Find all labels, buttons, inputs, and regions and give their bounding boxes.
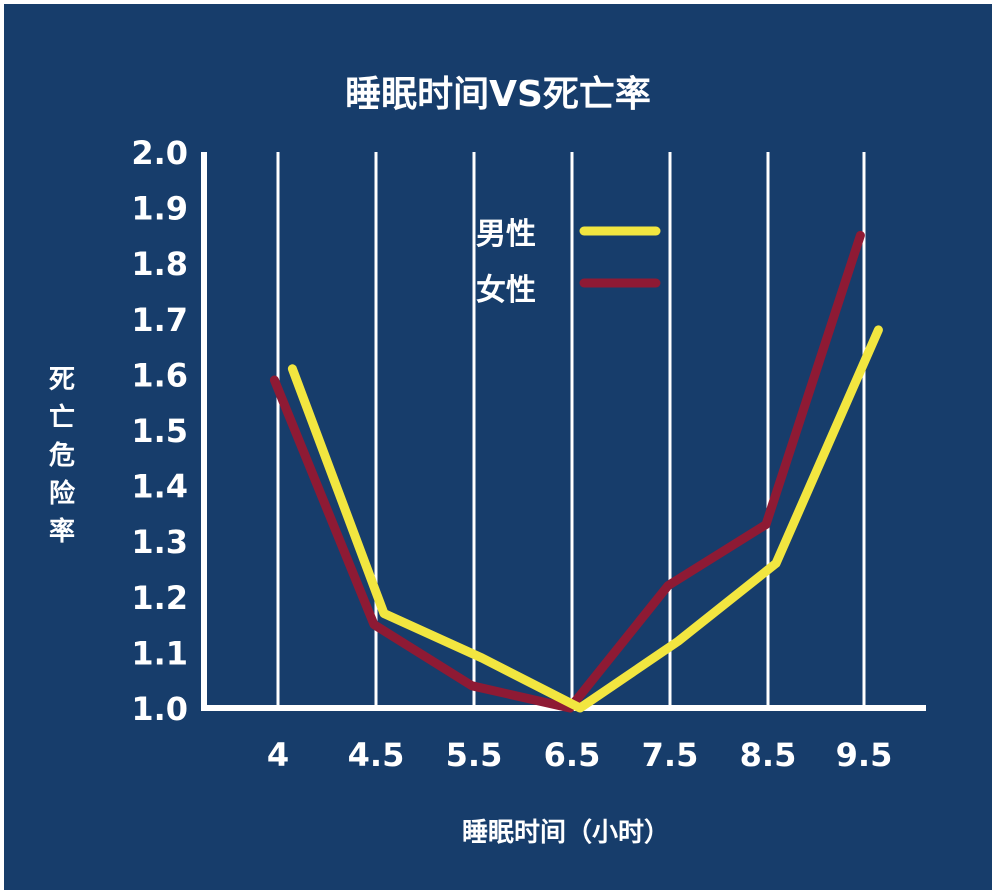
legend: 男性 女性 <box>476 217 661 308</box>
y-tick-label: 1.5 <box>131 412 188 450</box>
series-lines <box>269 230 883 713</box>
y-tick-label: 1.9 <box>131 190 188 228</box>
y-axis-label: 死亡危险率 <box>49 365 76 547</box>
x-tick-label: 8.5 <box>740 736 797 774</box>
y-axis-ticks: 1.0 1.1 1.2 1.3 1.4 1.5 1.6 1.7 1.8 1.9 2.0 <box>131 134 188 728</box>
sleep-mortality-chart: 睡眠时间VS死亡率 1.0 1.1 1.2 1.3 1.4 1.5 1.6 1.7 1.8 1.9… <box>49 74 926 848</box>
chart-panel: 睡眠时间VS死亡率 1.0 1.1 1.2 1.3 1.4 1.5 1.6 1.7 1.8 1.9… <box>4 4 992 890</box>
x-tick-label: 9.5 <box>836 736 893 774</box>
y-tick-label: 1.0 <box>131 690 188 728</box>
x-tick-label: 6.5 <box>544 736 601 774</box>
x-axis-label: 睡眠时间（小时） <box>462 818 670 848</box>
legend-label-male: 男性 <box>476 217 536 252</box>
grid-lines <box>276 152 866 708</box>
y-tick-label: 1.3 <box>131 523 188 561</box>
x-tick-label: 7.5 <box>642 736 699 774</box>
x-tick-label: 4.5 <box>348 736 405 774</box>
x-tick-label: 4 <box>267 736 289 774</box>
y-tick-label: 1.1 <box>131 634 188 672</box>
series-line-male <box>287 325 883 713</box>
series-line-female <box>269 230 865 713</box>
x-tick-label: 5.5 <box>446 736 503 774</box>
y-tick-label: 1.4 <box>131 468 188 506</box>
y-tick-label: 2.0 <box>131 134 188 172</box>
axes <box>201 152 926 711</box>
x-axis-ticks: 4 4.5 5.5 6.5 7.5 8.5 9.5 <box>267 736 892 774</box>
y-tick-label: 1.7 <box>131 301 188 339</box>
y-tick-label: 1.6 <box>131 356 188 394</box>
y-tick-label: 1.8 <box>131 245 188 283</box>
legend-label-female: 女性 <box>476 273 536 308</box>
y-tick-label: 1.2 <box>131 579 188 617</box>
chart-title: 睡眠时间VS死亡率 <box>345 74 651 115</box>
